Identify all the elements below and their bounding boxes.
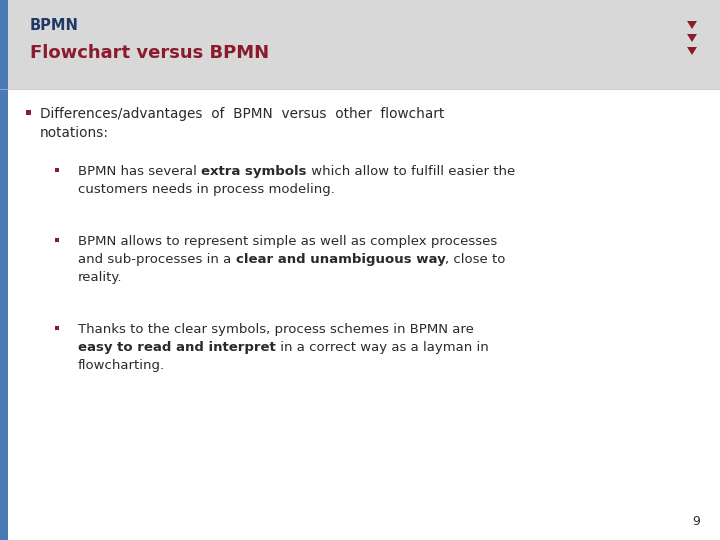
Text: Flowchart versus BPMN: Flowchart versus BPMN (30, 44, 269, 62)
Bar (55, 238, 59, 242)
Bar (0, 0, 720, 89)
Text: Thanks to the clear symbols, process schemes in BPMN are: Thanks to the clear symbols, process sch… (78, 323, 474, 336)
Polygon shape (687, 47, 697, 55)
Bar (0, 0, 8, 540)
Text: clear and unambiguous way: clear and unambiguous way (235, 253, 445, 266)
Text: in a correct way as a layman in: in a correct way as a layman in (276, 341, 488, 354)
Text: customers needs in process modeling.: customers needs in process modeling. (78, 183, 335, 196)
Text: Differences/advantages  of  BPMN  versus  other  flowchart: Differences/advantages of BPMN versus ot… (40, 107, 444, 121)
Text: BPMN allows to represent simple as well as complex processes: BPMN allows to represent simple as well … (78, 235, 498, 248)
Polygon shape (687, 34, 697, 42)
Text: BPMN has several: BPMN has several (78, 165, 201, 178)
Polygon shape (687, 21, 697, 29)
Bar (55, 168, 59, 172)
Text: and sub-processes in a: and sub-processes in a (78, 253, 235, 266)
Text: , close to: , close to (445, 253, 505, 266)
Text: 9: 9 (692, 515, 700, 528)
Text: flowcharting.: flowcharting. (78, 359, 165, 372)
Text: reality.: reality. (78, 271, 122, 284)
Text: easy to read and interpret: easy to read and interpret (78, 341, 276, 354)
Text: which allow to fulfill easier the: which allow to fulfill easier the (307, 165, 515, 178)
Text: BPMN: BPMN (30, 18, 79, 33)
Text: notations:: notations: (40, 126, 109, 140)
Bar (25, 110, 30, 114)
Bar (55, 326, 59, 330)
Text: extra symbols: extra symbols (201, 165, 307, 178)
